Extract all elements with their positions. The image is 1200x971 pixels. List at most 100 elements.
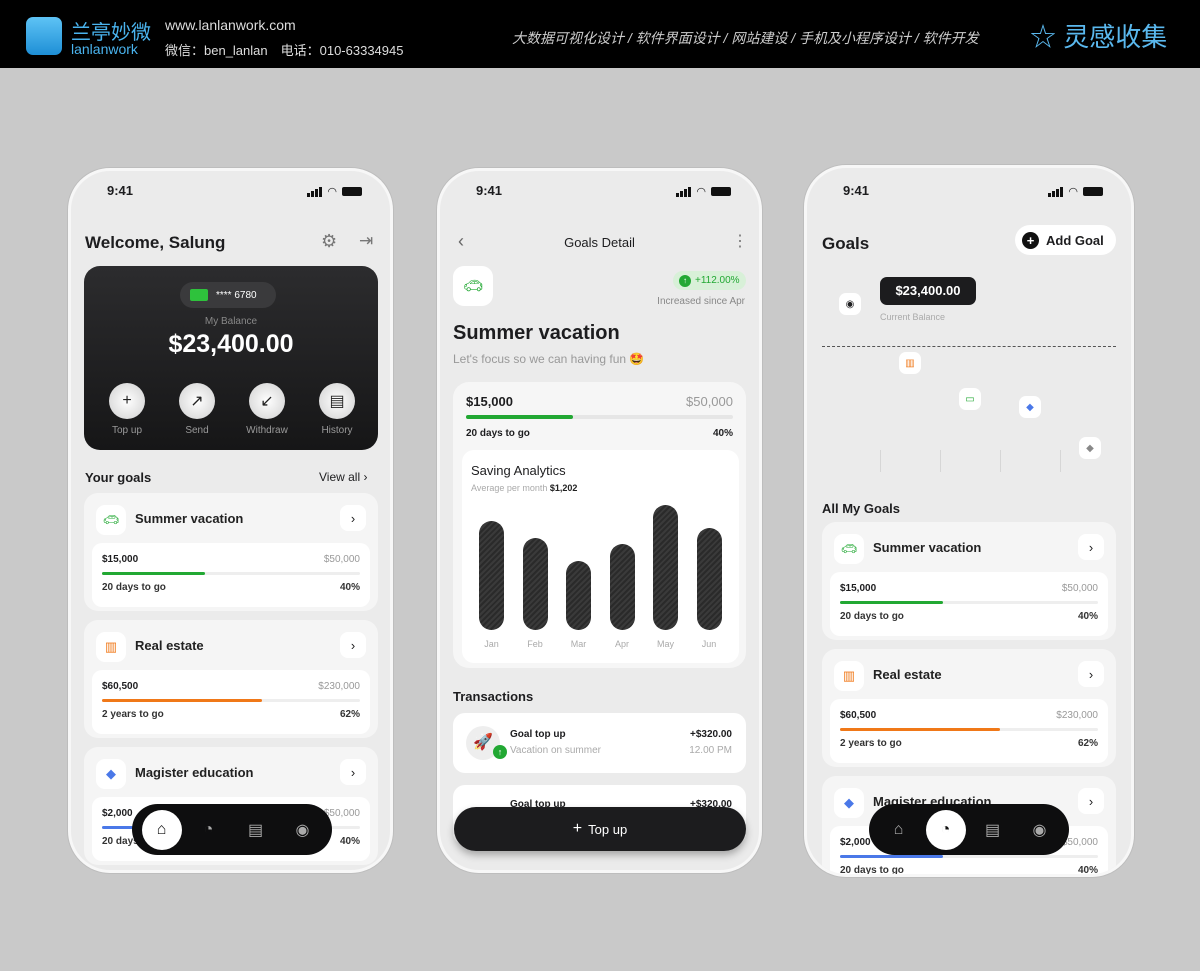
chevron-right-icon[interactable]: ›	[340, 505, 366, 531]
topup-button[interactable]: + Top up	[92, 383, 162, 436]
tooltip-note: Current Balance	[880, 312, 946, 322]
document-icon[interactable]: ▤	[247, 821, 264, 839]
target-amount: $50,000	[686, 394, 733, 409]
progress-percent: 62%	[1077, 738, 1098, 749]
analytics-bar[interactable]	[566, 561, 591, 630]
chevron-right-icon[interactable]: ›	[1078, 534, 1104, 560]
goal-progress: $60,500 $230,000 2 years to go 62%	[92, 670, 370, 734]
back-icon[interactable]: ‹	[458, 231, 464, 251]
change-note: Increased since Apr	[657, 296, 745, 307]
remaining-time: 20 days to go	[840, 611, 904, 622]
page-title: Goals	[822, 234, 870, 253]
arrow-up-right-icon: ↗	[179, 383, 215, 419]
goal-bar-balance[interactable]: ◉	[833, 287, 867, 471]
goal-name: Summer vacation	[873, 540, 982, 555]
target-amount: $50,000	[323, 554, 360, 565]
chevron-right-icon[interactable]: ›	[1078, 788, 1104, 814]
progress-bar	[840, 601, 1098, 604]
banner: 兰亭妙微 lanlanwork www.lanlanwork.com 微信：be…	[0, 0, 1200, 68]
brand-text: 灵感收集	[1063, 22, 1168, 52]
action-label: History	[321, 425, 353, 436]
progress-percent: 40%	[1077, 611, 1098, 622]
goal-bar-vacation[interactable]: ▭	[953, 382, 987, 471]
goal-card[interactable]: 🚗︎ Summer vacation › $15,000 $50,000 20 …	[822, 522, 1116, 640]
transaction-row[interactable]: 🚀 ↑ Goal top up Vacation on summer +$320…	[453, 713, 746, 773]
coin-icon: ◉	[839, 293, 861, 315]
goal-card[interactable]: ▥ Real estate › $60,500 $230,000 2 years…	[84, 620, 378, 738]
home-icon[interactable]: ⌂	[141, 809, 182, 850]
analytics-bar[interactable]	[522, 537, 548, 630]
pie-chart-icon[interactable]: ◔	[203, 820, 214, 838]
battery-icon	[342, 187, 362, 196]
logo-icon	[26, 17, 62, 55]
card-chip[interactable]: **** 6780	[180, 282, 276, 308]
remaining-time: 20 days to go	[840, 865, 904, 876]
analytics-bar[interactable]	[479, 521, 504, 630]
remaining-time: 20 days to go	[102, 582, 166, 593]
month-label: Jun	[701, 639, 717, 649]
avg-value: $1,202	[549, 483, 578, 493]
target-amount: $230,000	[1056, 710, 1098, 721]
more-icon[interactable]: ⋮	[732, 233, 748, 250]
remaining-time: 20 days to go	[102, 836, 166, 847]
logout-icon[interactable]: ⇥	[359, 231, 374, 250]
section-title: All My Goals	[822, 501, 901, 516]
car-icon: 🚗︎	[96, 505, 126, 535]
target-amount: $50,000	[323, 808, 360, 819]
chevron-right-icon[interactable]: ›	[340, 759, 366, 785]
wifi-icon: ◠	[327, 186, 337, 198]
wifi-icon: ◠	[1068, 186, 1078, 198]
signal-icon	[1048, 186, 1064, 197]
analytics-bar[interactable]	[696, 527, 722, 630]
history-button[interactable]: ▤ History	[302, 383, 372, 436]
signal-icon	[676, 186, 692, 197]
status-time: 9:41	[476, 183, 503, 198]
analytics-bar[interactable]	[653, 505, 678, 630]
profile-icon[interactable]: ◉	[1032, 821, 1047, 839]
analytics-bar[interactable]	[609, 543, 635, 630]
contact-info: 微信：ben_lanlan 电话：010-63334945	[165, 43, 404, 58]
view-all-label: View all	[319, 470, 361, 484]
profile-icon[interactable]: ◉	[295, 821, 310, 839]
goal-bar-real-estate[interactable]: ▥	[893, 346, 927, 471]
services-list: 大数据可视化设计 / 软件界面设计 / 网站建设 / 手机及小程序设计 / 软件…	[512, 30, 979, 46]
progress-card: $15,000 $50,000 20 days to go 40% Saving…	[453, 382, 746, 668]
goal-subtitle: Let's focus so we can having fun 🤩	[453, 352, 645, 366]
document-icon[interactable]: ▤	[984, 821, 1001, 839]
site-url[interactable]: www.lanlanwork.com	[165, 17, 296, 33]
goal-card[interactable]: ▥ Real estate › $60,500 $230,000 2 years…	[822, 649, 1116, 767]
gear-icon[interactable]: ⚙	[321, 231, 338, 251]
building-icon: ▥	[96, 632, 126, 662]
graduation-cap-icon: ◆	[1019, 396, 1041, 418]
withdraw-button[interactable]: ↙ Withdraw	[232, 383, 302, 436]
card-icon	[190, 289, 208, 301]
bottom-nav: ⌂ ◔ ▤ ◉	[132, 804, 332, 855]
status-icons: ◠	[676, 185, 731, 198]
goal-bar-other[interactable]: ◆	[1073, 431, 1107, 471]
car-icon: 🚗︎	[834, 534, 864, 564]
send-button[interactable]: ↗ Send	[162, 383, 232, 436]
progress-percent: 40%	[1077, 865, 1098, 876]
balance-tooltip: $23,400.00	[880, 277, 976, 305]
card-number: **** 6780	[216, 289, 257, 301]
chevron-right-icon[interactable]: ›	[340, 632, 366, 658]
progress-bar	[840, 728, 1098, 731]
goal-bar-education[interactable]: ◆	[1013, 390, 1047, 471]
home-icon[interactable]: ⌂	[893, 820, 904, 838]
transaction-amount: +$320.00	[690, 799, 732, 810]
chevron-right-icon[interactable]: ›	[1078, 661, 1104, 687]
pie-chart-icon[interactable]: ◔	[925, 809, 966, 850]
progress-percent: 62%	[339, 709, 360, 720]
avg-label: Average per month	[471, 483, 548, 493]
avg-line: Average per month $1,202	[471, 483, 577, 493]
month-label: May	[656, 639, 674, 649]
page-title: Welcome, Salung	[85, 233, 226, 252]
car-icon: ▭	[959, 388, 981, 410]
goal-progress: $15,000 $50,000 20 days to go 40%	[830, 572, 1108, 636]
add-goal-button[interactable]: + Add Goal	[1015, 225, 1116, 255]
goal-card[interactable]: 🚗︎ Summer vacation › $15,000 $50,000 20 …	[84, 493, 378, 611]
view-all-link[interactable]: View all ›	[319, 470, 367, 484]
saved-amount: $2,000	[102, 808, 133, 819]
topup-button[interactable]: + Top up	[454, 807, 746, 851]
battery-icon	[711, 187, 731, 196]
